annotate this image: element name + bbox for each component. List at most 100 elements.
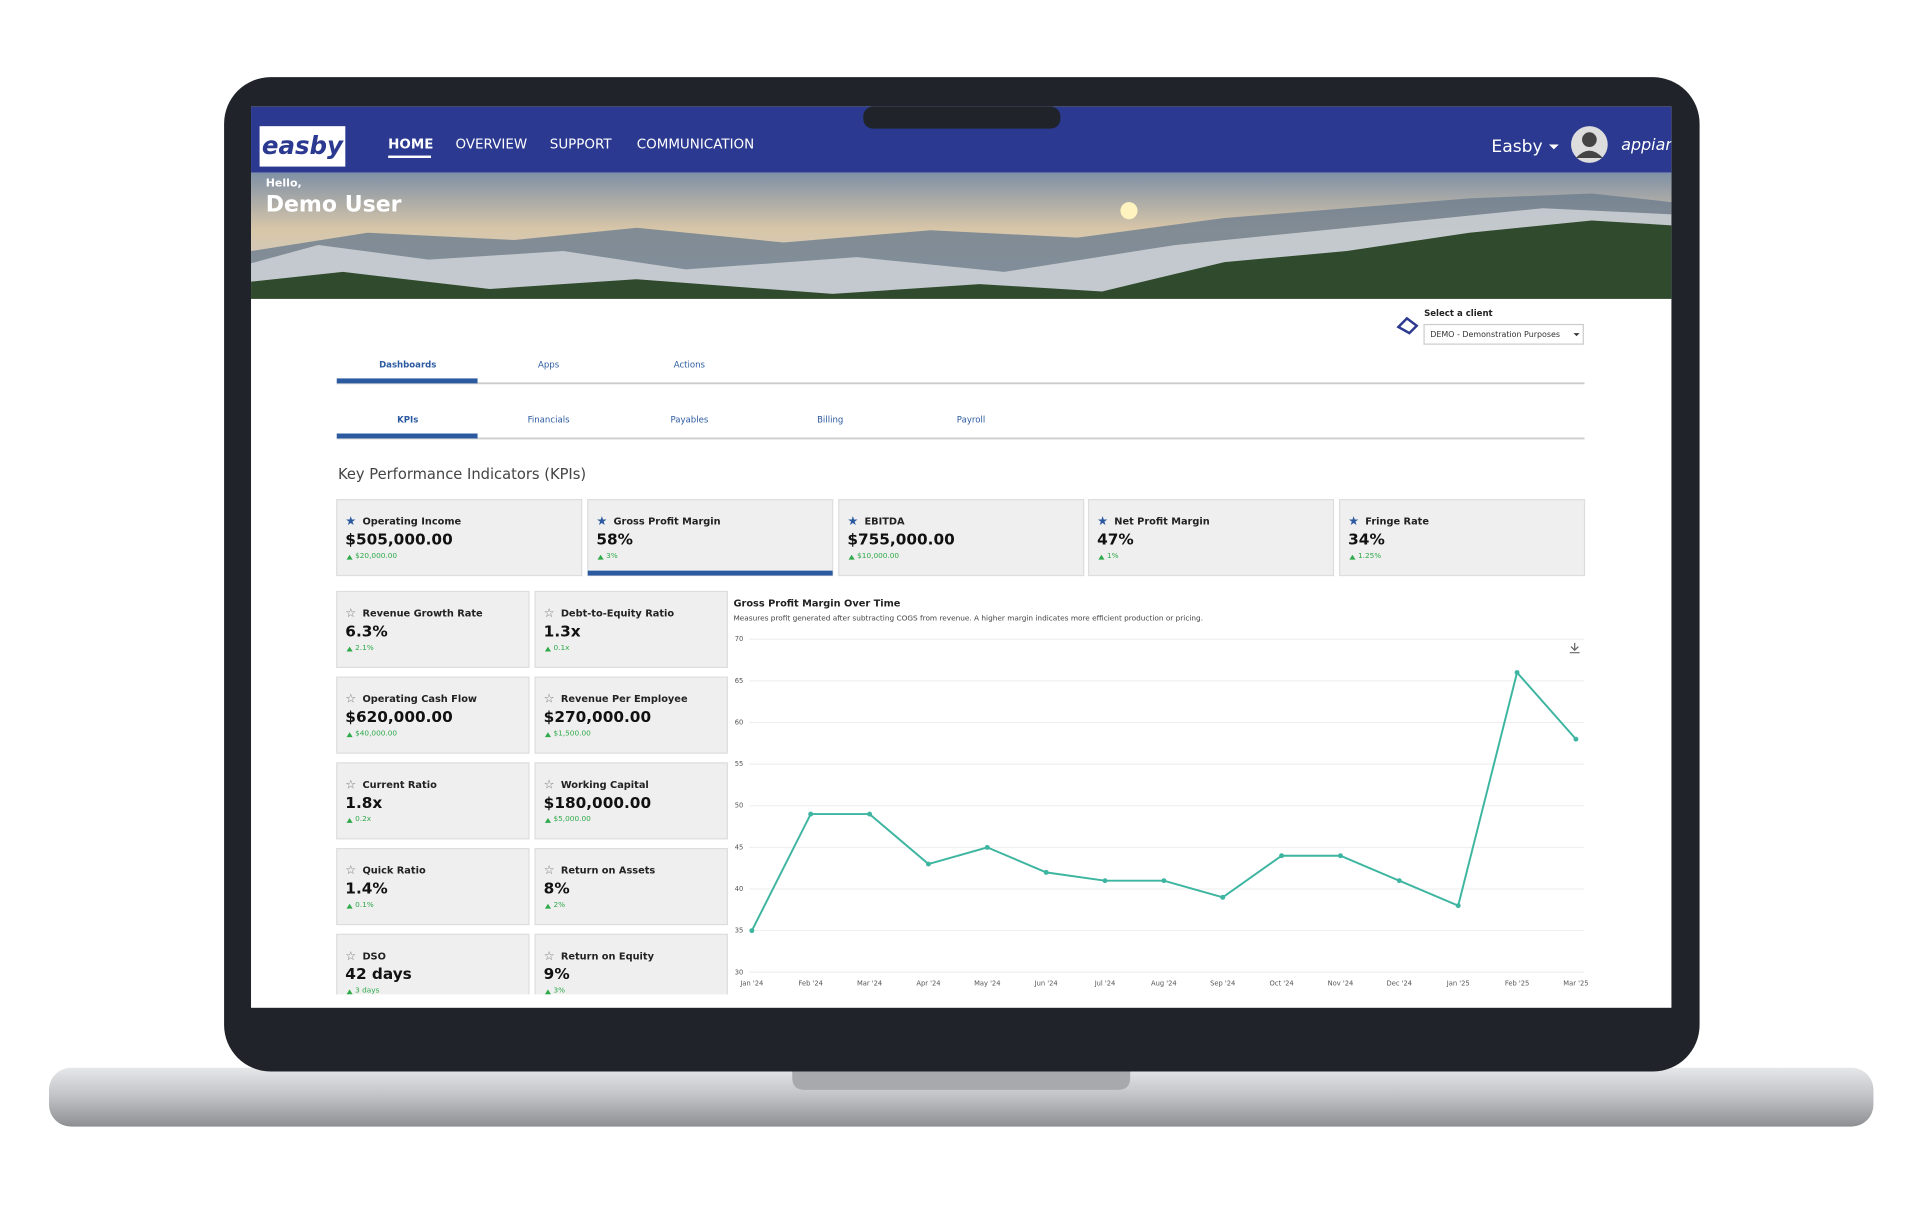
laptop-base	[48, 1067, 1874, 1127]
up-arrow	[544, 989, 552, 995]
kpi-change: 2.1%	[355, 643, 374, 652]
client-selected: DEMO - Demonstration Purposes	[1430, 330, 1560, 339]
logo: easby	[262, 131, 344, 160]
kpi-card[interactable]	[1338, 499, 1586, 577]
download-icon[interactable]	[1569, 642, 1580, 654]
kpi-title: EBITDA	[864, 517, 905, 528]
data-point	[867, 811, 873, 817]
star-icon: ★	[1348, 514, 1359, 528]
kpi-change: 3 days	[355, 986, 379, 995]
kpi-card[interactable]	[534, 590, 728, 668]
subtab[interactable]: KPIs	[397, 416, 418, 426]
kpi-value: 1.3x	[544, 622, 581, 640]
y-tick-label: 40	[735, 885, 744, 893]
kpi-title: Operating Cash Flow	[362, 694, 477, 705]
nav-link[interactable]: SUPPORT	[550, 138, 613, 153]
x-tick-label: Jul '24	[1094, 979, 1116, 987]
x-tick-label: Dec '24	[1387, 979, 1413, 987]
client-dropdown[interactable]	[1423, 323, 1584, 345]
x-tick-label: Jan '24	[739, 979, 763, 987]
avatar-body	[1575, 150, 1603, 158]
kpi-card[interactable]	[336, 590, 530, 668]
kpi-value: $270,000.00	[544, 708, 651, 726]
x-tick-label: Sep '24	[1210, 979, 1235, 987]
x-tick-label: Feb '24	[798, 979, 822, 987]
kpi-title: Quick Ratio	[362, 866, 426, 877]
kpi-change: 0.2x	[355, 814, 372, 823]
tab[interactable]: Actions	[674, 360, 706, 370]
kpi-title: Revenue Per Employee	[561, 694, 688, 705]
kpi-change: $20,000.00	[355, 551, 397, 560]
nav-active-underline	[388, 155, 432, 158]
data-point	[749, 928, 755, 934]
subtab[interactable]: Payables	[670, 416, 708, 426]
user-menu[interactable]: Easby	[1491, 137, 1542, 157]
x-tick-label: Jan '25	[1446, 979, 1470, 987]
kpi-card[interactable]	[336, 762, 530, 840]
kpi-value: 9%	[544, 965, 570, 983]
up-arrow	[544, 646, 552, 652]
star-icon: ☆	[345, 692, 356, 706]
base-notch	[792, 1069, 1131, 1090]
subtab[interactable]: Financials	[528, 416, 570, 426]
kpi-card[interactable]	[534, 676, 728, 754]
data-point	[1573, 736, 1579, 742]
screen-content: easby HOME OVERVIEW SUPPORT COMMUNICATION Eas…	[251, 106, 1672, 1010]
star-icon: ☆	[544, 692, 555, 706]
kpi-card[interactable]	[336, 848, 530, 926]
data-point	[1043, 869, 1049, 875]
kpi-change: $10,000.00	[857, 551, 899, 560]
up-arrow	[346, 903, 353, 909]
up-arrow	[597, 554, 604, 560]
kpi-change: 0.1x	[553, 643, 570, 652]
y-tick-label: 55	[735, 760, 744, 768]
kpi-title: Fringe Rate	[1365, 517, 1429, 528]
up-arrow	[346, 818, 353, 823]
kpi-card[interactable]	[336, 676, 530, 754]
star-icon: ☆	[544, 863, 555, 877]
avatar-head	[1582, 132, 1597, 147]
y-tick-label: 60	[735, 718, 744, 726]
up-arrow	[346, 989, 353, 995]
kpi-title: Debt-to-Equity Ratio	[561, 609, 675, 620]
nav-link[interactable]: OVERVIEW	[456, 138, 528, 153]
kpi-card[interactable]	[336, 933, 530, 1010]
kpi-title: Return on Assets	[561, 866, 656, 877]
data-point	[1102, 878, 1108, 884]
y-tick-label: 30	[735, 968, 744, 976]
nav-link[interactable]: COMMUNICATION	[637, 138, 754, 153]
up-arrow	[544, 732, 552, 738]
tab[interactable]: Dashboards	[379, 360, 436, 370]
kpi-card[interactable]	[534, 933, 728, 1010]
up-arrow	[544, 903, 552, 909]
eraser-icon	[1396, 316, 1419, 335]
star-icon: ☆	[544, 606, 555, 620]
up-arrow	[848, 554, 855, 560]
kpi-title: Revenue Growth Rate	[362, 609, 483, 620]
nav-link[interactable]: HOME	[388, 138, 433, 153]
kpi-change: $1,500.00	[553, 729, 591, 738]
up-arrow	[346, 554, 353, 560]
subtab[interactable]: Billing	[817, 416, 843, 426]
kpi-card[interactable]	[534, 762, 728, 840]
y-tick-label: 35	[735, 927, 744, 935]
up-arrow	[1349, 554, 1356, 560]
up-arrow	[346, 732, 353, 738]
up-arrow	[346, 646, 353, 652]
kpi-value: 58%	[596, 531, 633, 549]
kpi-card[interactable]	[838, 499, 1085, 577]
x-tick-label: Oct '24	[1270, 979, 1294, 987]
kpi-change: 1.25%	[1358, 551, 1381, 560]
star-icon: ★	[596, 514, 607, 528]
kpi-card[interactable]	[1087, 499, 1335, 577]
x-tick-label: Mar '24	[857, 979, 882, 987]
tab[interactable]: Apps	[538, 360, 560, 370]
kpi-change: $40,000.00	[355, 729, 397, 738]
up-arrow	[1098, 554, 1105, 560]
star-icon: ★	[345, 514, 356, 528]
subtab[interactable]: Payroll	[957, 416, 985, 426]
kpi-card[interactable]	[336, 499, 583, 577]
chart-title: Gross Profit Margin Over Time	[733, 599, 900, 610]
kpi-card[interactable]	[534, 848, 728, 926]
kpi-title: Operating Income	[362, 517, 461, 528]
